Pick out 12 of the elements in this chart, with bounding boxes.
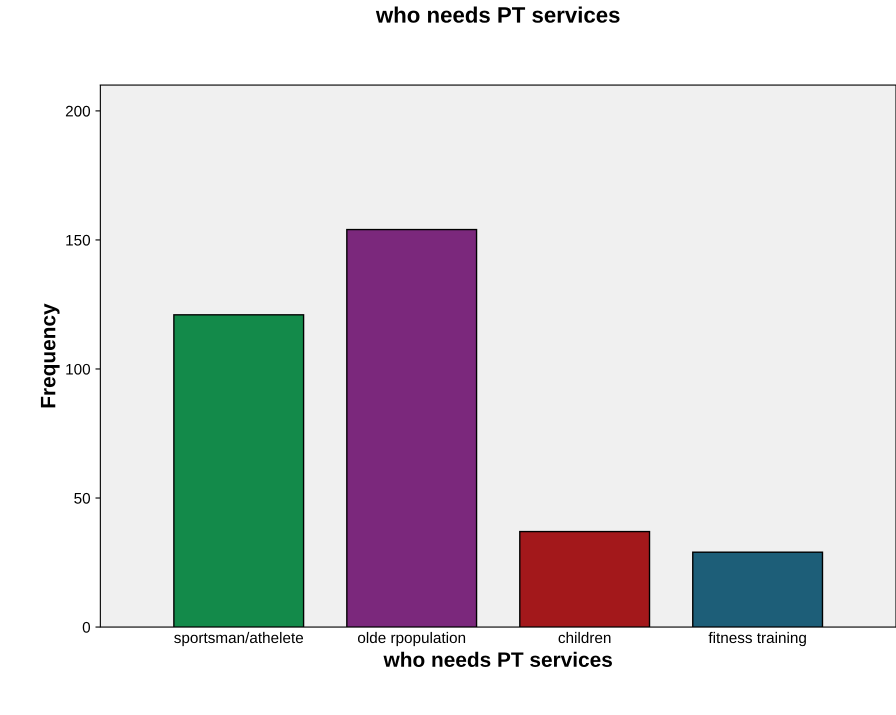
x-tick-label: olde rpopulation: [358, 632, 466, 646]
y-axis-title: Frequency: [40, 304, 60, 408]
y-tick-label: 150: [66, 234, 90, 246]
x-tick-label: children: [558, 632, 610, 644]
y-tick-label: 0: [82, 622, 90, 633]
y-tick-label: 200: [66, 106, 90, 117]
x-axis-title: who needs PT services: [383, 652, 612, 668]
x-tick-label: sportsman/athelete: [174, 632, 304, 646]
y-tick-label: 100: [66, 364, 90, 375]
y-tick-label: 50: [74, 492, 90, 504]
chart-title: who needs PT services: [376, 6, 620, 23]
x-tick-label: fitness training: [708, 632, 806, 646]
